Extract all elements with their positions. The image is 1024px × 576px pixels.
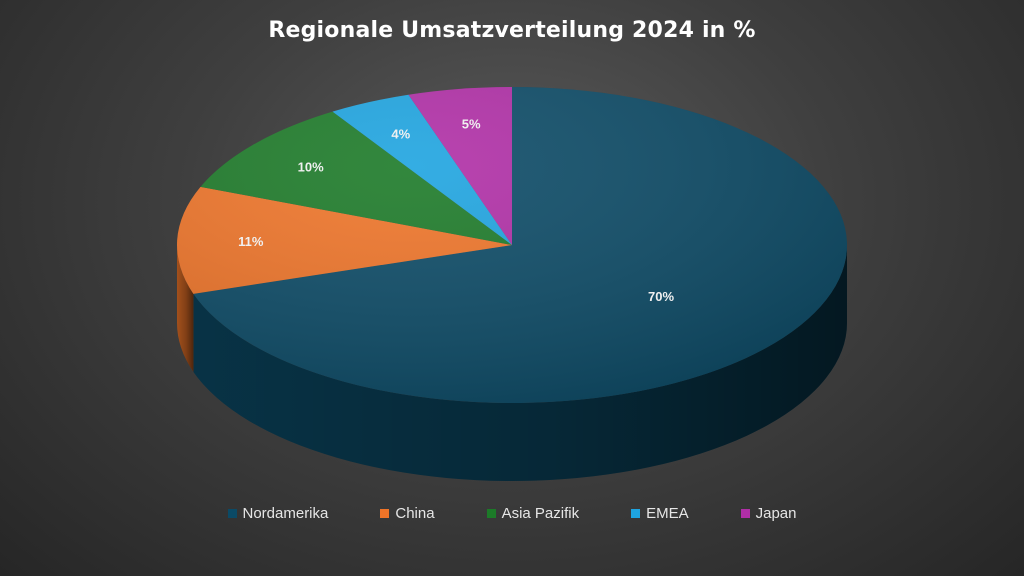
legend-item-asia-pazifik[interactable]: Asia Pazifik: [486, 505, 580, 522]
legend-swatch: [486, 509, 496, 518]
legend-swatch: [380, 509, 390, 518]
legend-item-emea[interactable]: EMEA: [631, 505, 689, 522]
data-label-asia-pazifik: 10%: [298, 159, 324, 174]
chart-legend: Nordamerika China Asia Pazifik EMEA Japan: [0, 505, 1024, 522]
data-label-japan: 5%: [462, 116, 481, 131]
chart-title: Regionale Umsatzverteilung 2024 in %: [268, 18, 756, 43]
legend-label: EMEA: [646, 505, 689, 522]
data-label-emea: 4%: [391, 126, 410, 141]
legend-item-japan[interactable]: Japan: [740, 505, 797, 522]
legend-label: China: [395, 505, 435, 522]
pie-side-shading: [193, 245, 848, 482]
data-label-nordamerika: 70%: [648, 289, 674, 304]
legend-label: Japan: [755, 505, 797, 522]
legend-swatch: [631, 509, 641, 518]
legend-swatch: [227, 509, 237, 518]
legend-label: Nordamerika: [242, 505, 329, 522]
legend-label: Asia Pazifik: [501, 505, 580, 522]
data-label-china: 11%: [238, 234, 264, 249]
legend-swatch: [740, 509, 750, 518]
legend-item-nordamerika[interactable]: Nordamerika: [227, 505, 329, 522]
legend-item-china[interactable]: China: [380, 505, 435, 522]
